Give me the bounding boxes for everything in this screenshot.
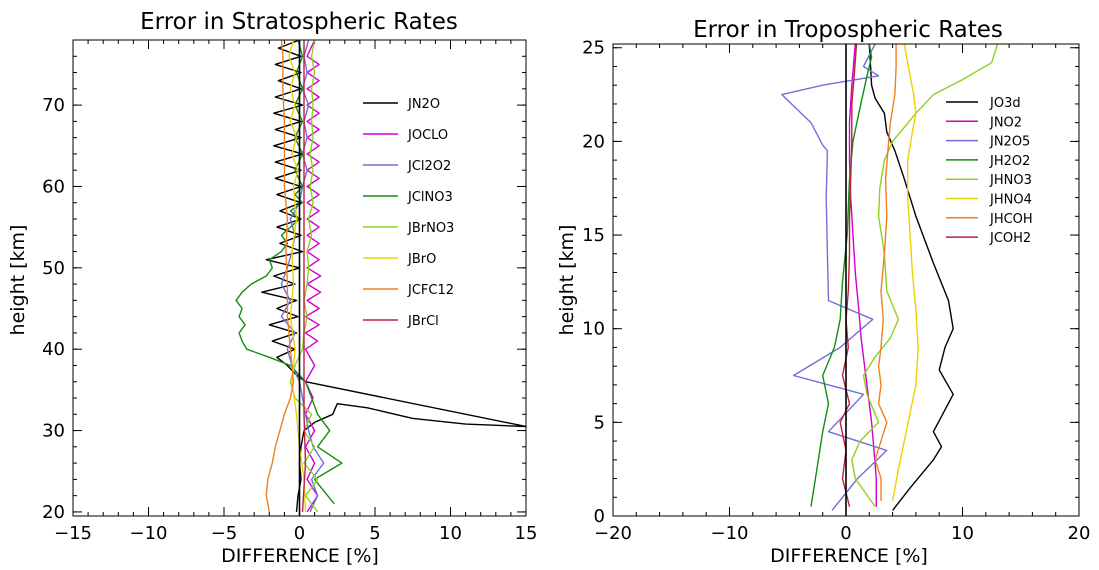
- series-line-jno2: [848, 44, 877, 507]
- plot-area: [235, 40, 526, 516]
- chart-title: Error in Stratospheric Rates: [140, 9, 458, 35]
- plot-frame: [72, 39, 527, 517]
- y-tick-label: 15: [582, 225, 605, 246]
- legend-label: JCl2O2: [407, 159, 451, 174]
- x-tick-label: 0: [840, 523, 851, 544]
- x-tick-label: 10: [439, 523, 462, 544]
- series-line-jcfc12: [265, 40, 295, 513]
- x-tick-label: −10: [130, 523, 168, 544]
- series-line-jhno4: [891, 44, 919, 502]
- series-line-jbrcl: [301, 40, 307, 512]
- series-line-jbro: [288, 40, 307, 512]
- x-axis-label: DIFFERENCE [%]: [770, 545, 928, 567]
- series-line-jcoh2: [839, 44, 858, 507]
- x-tick-label: 5: [369, 523, 380, 544]
- x-tick-label: 0: [294, 523, 305, 544]
- legend-label: JO3d: [989, 96, 1021, 111]
- tropospheric-panel: Error in Tropospheric Rates DIFFERENCE […: [556, 17, 1090, 567]
- legend-label: JCFC12: [407, 283, 454, 298]
- x-tick-label: −10: [711, 523, 749, 544]
- y-axis-label: height [km]: [7, 225, 29, 336]
- legend-label: JCOH2: [989, 231, 1031, 246]
- axis-ticks: −15 −10 −5 0 5 10 15 20 30 40 50 60 70: [42, 39, 538, 544]
- plot-area: [781, 44, 999, 516]
- series-line-jo3d: [868, 44, 954, 511]
- series-line-jcl2o2: [280, 40, 325, 513]
- y-tick-label: 50: [42, 258, 65, 279]
- series-line-jn2o5: [781, 44, 888, 511]
- legend-label: JHNO4: [989, 193, 1032, 208]
- y-tick-label: 10: [582, 319, 605, 340]
- legend-label: JHCOH: [989, 212, 1033, 227]
- legend: JN2O JOCLO JCl2O2 JClNO3 JBrNO3 JBrO JCFC12 JBr…: [363, 97, 454, 329]
- legend-label: JBrCl: [407, 314, 439, 329]
- legend-label: JBrO: [407, 252, 436, 267]
- x-tick-label: 15: [515, 523, 538, 544]
- legend-label: JN2O: [407, 97, 440, 112]
- x-tick-label: 20: [1068, 523, 1091, 544]
- legend-label: JBrNO3: [407, 221, 454, 236]
- legend-label: JNO2: [989, 115, 1022, 130]
- y-axis-label: height [km]: [556, 225, 578, 336]
- y-tick-label: 20: [42, 502, 65, 523]
- legend-label: JH2O2: [989, 154, 1030, 169]
- x-tick-label: −5: [211, 523, 238, 544]
- y-tick-label: 20: [582, 131, 605, 152]
- x-tick-label: −15: [54, 523, 92, 544]
- plot-frame: [612, 43, 1080, 517]
- series-line-jbrno3: [289, 40, 319, 513]
- series-line-jh2o2: [810, 44, 873, 507]
- y-tick-label: 0: [594, 506, 605, 527]
- x-tick-label: −20: [594, 523, 632, 544]
- series-line-jhcoh: [874, 44, 897, 501]
- x-tick-label: 10: [951, 523, 974, 544]
- legend-label: JClNO3: [407, 190, 453, 205]
- y-tick-label: 30: [42, 421, 65, 442]
- y-tick-label: 40: [42, 339, 65, 360]
- y-tick-label: 60: [42, 176, 65, 197]
- y-tick-label: 70: [42, 95, 65, 116]
- y-tick-label: 25: [582, 38, 605, 59]
- stratospheric-panel: Error in Stratospheric Rates DIFFERENCE …: [7, 9, 537, 567]
- legend-label: JN2O5: [989, 135, 1030, 150]
- series-line-jhno3: [851, 44, 999, 508]
- y-tick-label: 5: [594, 412, 605, 433]
- legend-label: JHNO3: [989, 173, 1032, 188]
- axis-ticks: −20 −10 0 10 20 0 5 10 15 20 25: [582, 38, 1090, 544]
- legend: JO3d JNO2 JN2O5 JH2O2 JHNO3 JHNO4 JHCOH JCOH2: [946, 96, 1033, 246]
- legend-label: JOCLO: [407, 128, 448, 143]
- x-axis-label: DIFFERENCE [%]: [221, 545, 379, 567]
- series-line-jn2o: [261, 40, 526, 512]
- chart-title: Error in Tropospheric Rates: [693, 17, 1003, 43]
